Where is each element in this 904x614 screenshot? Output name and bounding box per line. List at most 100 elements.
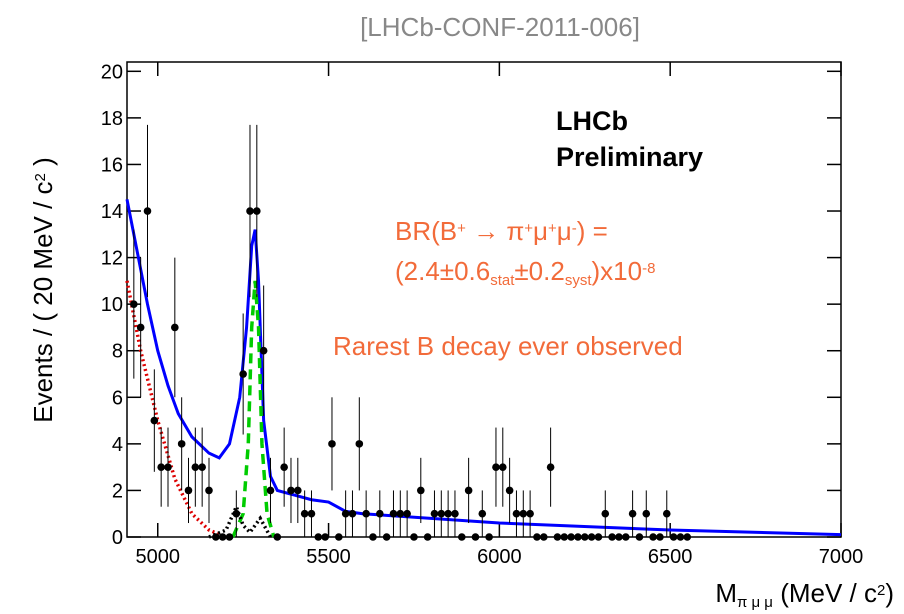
- status: Preliminary: [556, 142, 703, 172]
- data-point: [601, 509, 610, 518]
- y-tick-label: 4: [112, 434, 123, 456]
- data-point: [478, 509, 487, 518]
- text-part: +: [457, 220, 466, 237]
- data-point: [492, 463, 500, 471]
- data-point: [287, 486, 295, 495]
- data-point: [314, 533, 323, 541]
- data-point: [136, 323, 145, 332]
- x-tick-label: 5000: [135, 546, 180, 568]
- data-point: [150, 416, 159, 425]
- data-point: [321, 533, 329, 541]
- data-point: [294, 486, 302, 495]
- data-point: [464, 486, 473, 495]
- data-point: [212, 533, 220, 541]
- data-point: [348, 509, 357, 518]
- data-point: [389, 509, 398, 518]
- data-point: [355, 440, 364, 448]
- note: Rarest B decay ever observed: [333, 331, 683, 361]
- data-point: [546, 463, 555, 471]
- data-point: [539, 533, 548, 541]
- data-point: [184, 486, 193, 495]
- data-point: [205, 486, 213, 495]
- data-point: [533, 533, 541, 541]
- data-point: [580, 533, 589, 541]
- data-point: [376, 509, 384, 518]
- data-point: [157, 463, 165, 471]
- text-part: (2.4±0.6: [395, 256, 490, 286]
- data-point: [396, 509, 405, 518]
- x-tick-label: 6000: [477, 546, 522, 568]
- data-point: [410, 533, 418, 541]
- text-part: BR(B: [395, 216, 457, 246]
- data-point: [457, 533, 466, 541]
- data-point: [512, 509, 521, 518]
- text-part: ±0.2: [514, 256, 564, 286]
- fit-curve: [208, 502, 273, 539]
- data-point: [560, 533, 569, 541]
- y-tick-label: 12: [101, 248, 123, 270]
- data-point: [171, 323, 179, 332]
- text-part: ): [885, 578, 894, 608]
- experiment: LHCb: [556, 106, 628, 136]
- branching-ratio-value: (2.4±0.6stat±0.2syst)x10-8: [395, 256, 655, 289]
- data-point: [574, 533, 582, 541]
- data-point: [164, 463, 172, 471]
- data-point: [416, 486, 425, 495]
- data-point: [437, 509, 446, 518]
- data-point: [615, 533, 623, 541]
- data-point: [635, 533, 644, 541]
- data-point: [341, 509, 350, 518]
- data-point: [451, 509, 459, 518]
- data-point: [498, 463, 507, 471]
- data-point: [143, 207, 152, 215]
- text-part: syst: [565, 272, 593, 289]
- data-point: [225, 533, 234, 541]
- data-point: [191, 463, 200, 471]
- data-point: [649, 533, 657, 541]
- data-point: [280, 463, 288, 471]
- y-tick-label: 20: [101, 61, 123, 83]
- data-point: [471, 533, 480, 541]
- y-tick-label: 6: [112, 387, 123, 409]
- data-point: [382, 533, 391, 541]
- data-point: [444, 509, 452, 518]
- data-point: [328, 440, 336, 448]
- data-point: [608, 533, 616, 541]
- data-point: [259, 346, 268, 355]
- data-point: [423, 533, 432, 541]
- reference: [LHCb-CONF-2011-006]: [360, 12, 640, 42]
- x-tick-label: 7000: [819, 546, 864, 568]
- data-point: [307, 509, 316, 518]
- data-point: [218, 533, 227, 541]
- data-point: [403, 509, 411, 518]
- text-part: ): [28, 157, 58, 173]
- text-part: → π: [466, 216, 524, 246]
- data-point: [362, 509, 370, 518]
- data-point: [683, 533, 692, 541]
- text-part: +: [548, 220, 557, 237]
- data-point: [266, 486, 275, 495]
- y-tick-label: 10: [101, 294, 123, 316]
- data-point: [335, 533, 343, 541]
- data-point: [198, 463, 206, 471]
- data-point: [177, 440, 186, 448]
- x-tick-label: 5500: [306, 546, 351, 568]
- text-part: 2: [877, 582, 885, 599]
- data-point: [662, 509, 671, 518]
- text-part: 2: [32, 173, 49, 181]
- plot-frame: [126, 61, 842, 538]
- text-part: +: [524, 220, 533, 237]
- y-tick-label: 14: [101, 201, 123, 223]
- text-part: Events / ( 20 MeV / c: [28, 181, 58, 422]
- data-point: [246, 207, 254, 215]
- branching-ratio: BR(B+ → π+μ+μ-) =: [395, 216, 608, 246]
- data-point: [253, 207, 261, 215]
- data-point: [669, 533, 678, 541]
- text-part: -8: [642, 260, 655, 277]
- data-point: [130, 300, 138, 308]
- text-part: π μ μ: [737, 594, 773, 611]
- data-point: [553, 533, 562, 541]
- y-tick-label: 2: [112, 480, 123, 502]
- text-part: stat: [490, 272, 515, 289]
